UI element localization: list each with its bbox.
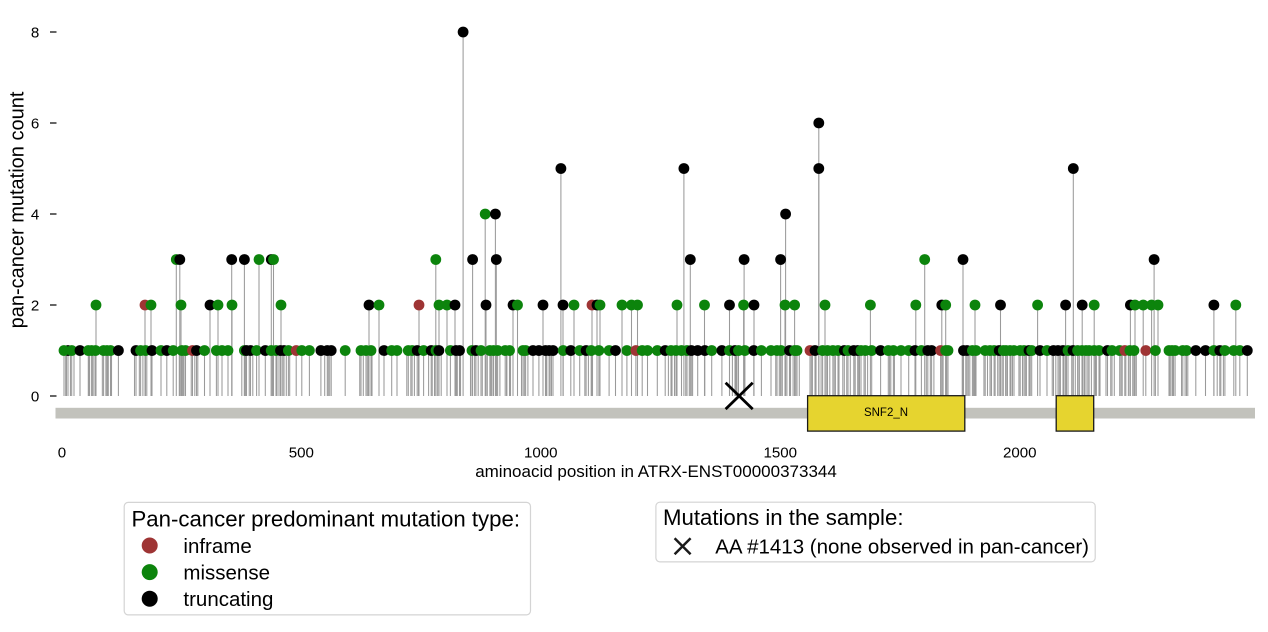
svg-text:AA #1413 (none observed in pan: AA #1413 (none observed in pan-cancer) xyxy=(715,535,1089,558)
svg-text:Pan-cancer predominant mutatio: Pan-cancer predominant mutation type: xyxy=(132,507,521,532)
svg-text:truncating: truncating xyxy=(183,588,273,611)
svg-text:1000: 1000 xyxy=(524,444,558,461)
svg-text:0: 0 xyxy=(58,444,66,461)
svg-text:inframe: inframe xyxy=(183,535,251,558)
svg-text:missense: missense xyxy=(183,561,270,584)
svg-text:1500: 1500 xyxy=(764,444,798,461)
svg-text:500: 500 xyxy=(289,444,314,461)
svg-text:0: 0 xyxy=(31,388,39,405)
svg-text:8: 8 xyxy=(31,24,39,41)
svg-text:2000: 2000 xyxy=(1003,444,1037,461)
svg-text:Mutations in the sample:: Mutations in the sample: xyxy=(663,505,904,530)
svg-text:6: 6 xyxy=(31,115,39,132)
svg-text:SNF2_N: SNF2_N xyxy=(864,407,908,419)
svg-text:2: 2 xyxy=(31,297,39,314)
svg-text:4: 4 xyxy=(31,206,39,223)
svg-text:aminoacid position in ATRX-ENS: aminoacid position in ATRX-ENST000003733… xyxy=(475,462,837,481)
svg-text:pan-cancer mutation count: pan-cancer mutation count xyxy=(7,91,29,328)
